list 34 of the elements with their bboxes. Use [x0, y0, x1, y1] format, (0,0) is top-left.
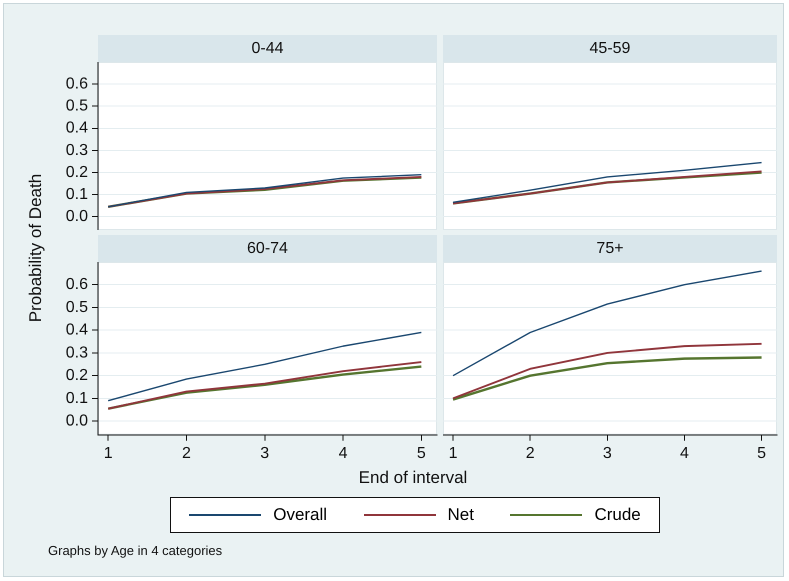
- x-tick-label: 2: [182, 444, 192, 462]
- y-tick-label: 0.0: [66, 208, 88, 226]
- chart-title: 60-74: [98, 235, 437, 262]
- y-tick-label: 0.5: [66, 298, 88, 316]
- legend-label: Overall: [273, 505, 328, 525]
- x-tick-label: 1: [104, 444, 113, 462]
- y-tick-label: 0.1: [66, 390, 88, 407]
- x-axis-title: End of interval: [358, 468, 468, 488]
- legend-label: Crude: [594, 505, 641, 525]
- x-tick-label: 4: [680, 444, 689, 462]
- chart-title: 45-59: [443, 35, 777, 62]
- x-tick-label: 2: [526, 444, 535, 462]
- y-tick-label: 0.4: [66, 322, 88, 339]
- x-tick-label: 1: [448, 444, 458, 462]
- x-tick-label: 4: [338, 444, 348, 462]
- text: Graphs by Age in 4 categories: [48, 543, 222, 558]
- y-tick-label: 0.1: [66, 186, 88, 204]
- x-tick-label: 5: [757, 444, 766, 462]
- x-tick-label: 5: [416, 444, 426, 462]
- y-tick-label: 0.4: [66, 120, 88, 137]
- x-tick-label: 3: [602, 444, 612, 462]
- chart-title: 0-44: [98, 35, 437, 62]
- y-tick-label: 0.0: [66, 412, 88, 430]
- y-axis-title: Probability of Death: [26, 174, 46, 322]
- y-tick-label: 0.3: [66, 344, 88, 362]
- x-tick-label: 3: [260, 444, 270, 462]
- y-tick-label: 0.2: [66, 367, 88, 384]
- y-tick-label: 0.6: [66, 76, 88, 93]
- y-tick-label: 0.3: [66, 142, 88, 159]
- chart-title: 75+: [443, 235, 777, 262]
- y-tick-label: 0.5: [66, 98, 88, 115]
- legend-label: Net: [448, 505, 474, 525]
- y-tick-label: 0.2: [66, 164, 88, 181]
- y-tick-label: 0.6: [66, 276, 88, 294]
